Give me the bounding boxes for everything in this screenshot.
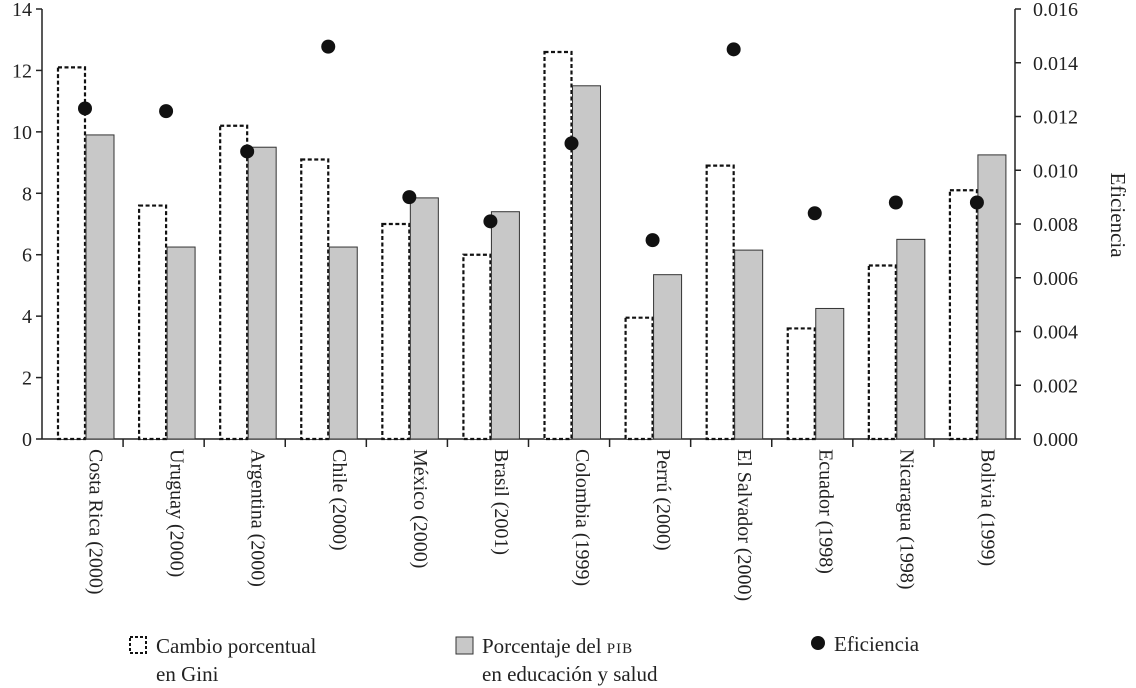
right-y-tick-label: 0.012 (1033, 107, 1078, 129)
point-efficiency (726, 42, 741, 57)
x-category-label: Uruguay (2000) (166, 449, 188, 577)
legend-label-pib-2: en educación y salud (482, 662, 658, 686)
right-axis-title: Eficiencia (1106, 172, 1130, 258)
left-y-tick-label: 14 (12, 0, 32, 21)
point-efficiency (645, 233, 660, 248)
bar-pib-education-health (85, 134, 115, 440)
legend-label-gini-1: Cambio porcentual (156, 634, 317, 658)
right-y-tick-label: 0.006 (1033, 268, 1078, 290)
x-category-label: Brasil (2001) (490, 449, 512, 555)
bar-gini-change (867, 264, 897, 441)
x-category-label: Argentina (2000) (247, 449, 269, 587)
point-efficiency (240, 144, 255, 159)
x-category-label: México (2000) (409, 449, 431, 568)
bar-gini-change (56, 66, 87, 441)
bar-pib-education-health (166, 246, 196, 440)
bar-gini-change (462, 253, 492, 441)
legend-label-pib-1: Porcentaje del PIB (482, 634, 633, 658)
right-y-tick-label: 0.010 (1033, 160, 1078, 182)
bar-gini-change (624, 316, 654, 441)
x-category-label: Perrú (2000) (652, 449, 674, 551)
point-efficiency (159, 104, 174, 119)
bar-pib-education-health (409, 197, 439, 440)
right-y-tick-label: 0.008 (1033, 214, 1078, 236)
bar-pib-education-health (734, 249, 764, 440)
left-y-tick-label: 4 (22, 306, 32, 328)
bar-pib-education-health (896, 238, 926, 440)
x-category-label: Chile (2000) (328, 449, 350, 551)
bar-pib-education-health (653, 274, 683, 440)
point-efficiency (969, 195, 984, 210)
point-efficiency (321, 39, 336, 54)
right-y-tick-label: 0.004 (1033, 322, 1078, 344)
bar-gini-change (300, 158, 330, 441)
legend-label-pib-1a: Porcentaje del (482, 634, 607, 658)
left-y-tick-label: 0 (22, 429, 32, 451)
legend-swatch-gini (129, 636, 147, 654)
x-category-label: Ecuador (1998) (814, 449, 836, 574)
right-y-tick-label: 0.016 (1033, 0, 1078, 21)
left-y-tick-label: 2 (22, 368, 32, 390)
point-efficiency (888, 195, 903, 210)
point-efficiency (78, 101, 92, 116)
bar-gini-change (137, 204, 168, 441)
x-category-label: Colombia (1999) (571, 449, 593, 586)
right-y-tick-label: 0.002 (1033, 375, 1078, 397)
left-y-tick-label: 12 (12, 60, 32, 82)
bar-gini-change (786, 327, 816, 441)
x-category-label: El Salvador (2000) (733, 449, 755, 601)
bar-gini-change (948, 189, 979, 441)
legend-label-gini-2: en Gini (156, 662, 219, 686)
left-y-tick-label: 6 (22, 245, 32, 267)
legend-label-efficiency: Eficiencia (834, 632, 920, 656)
legend: Cambio porcentual en Gini Porcentaje del… (129, 632, 920, 686)
bar-pib-education-health (328, 246, 358, 440)
point-efficiency (483, 214, 498, 229)
bar-pib-education-health (815, 307, 845, 440)
legend-swatch-pib (455, 636, 474, 655)
bar-gini-change (381, 222, 411, 441)
left-y-tick-label: 8 (22, 183, 32, 205)
x-category-label: Bolivia (1999) (976, 449, 998, 566)
bar-pib-education-health (490, 211, 520, 440)
right-y-tick-label: 0.014 (1033, 53, 1078, 75)
plot-area: 0 2 4 6 8 10 12 14 0.000 0.002 0.004 0.006 0.008 0.01… (12, 0, 1078, 601)
x-category-label: Nicaragua (1998) (895, 449, 917, 590)
bar-gini-change (219, 124, 249, 441)
bar-pib-education-health (247, 146, 277, 440)
point-efficiency (402, 190, 417, 205)
bar-gini-change (705, 164, 735, 441)
right-y-tick-label: 0.000 (1033, 429, 1078, 451)
legend-label-pib-1b: PIB (607, 641, 633, 657)
bar-gini-change (543, 50, 573, 441)
bar-pib-education-health (977, 154, 1007, 440)
point-efficiency (807, 206, 822, 221)
legend-swatch-efficiency (811, 636, 825, 650)
left-y-tick-label: 10 (12, 122, 32, 144)
x-category-label: Costa Rica (2000) (85, 449, 107, 595)
point-efficiency (564, 136, 579, 151)
